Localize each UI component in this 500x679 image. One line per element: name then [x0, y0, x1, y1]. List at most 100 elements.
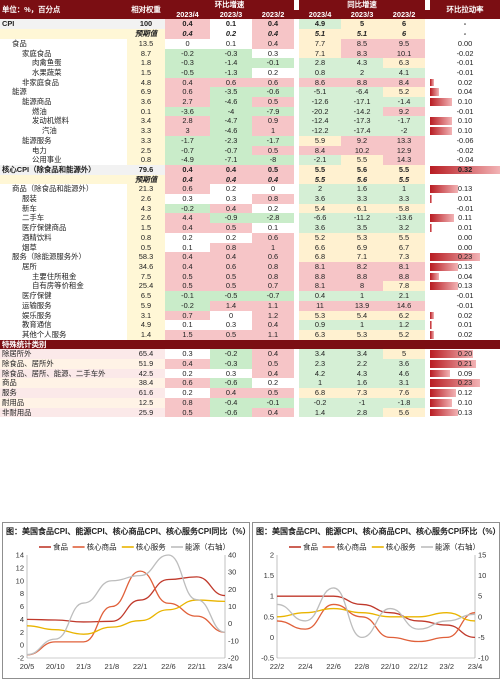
- yoy-cell: 8.4: [299, 145, 342, 156]
- contrib-cell: 0.11: [430, 213, 500, 223]
- special-row: 除食品、居所外 51.9 0.4 -0.3 0.5 2.3 2.2 3.6 0.21: [0, 359, 500, 369]
- yoy-cell: 10.2: [341, 145, 384, 156]
- yoy-cell: 5.1: [341, 29, 384, 39]
- contrib-cell: -0.01: [430, 291, 500, 301]
- table-row: 发动机燃料 3.4 2.8 -4.7 0.9 -12.4 -17.3 -1.7 0.10: [0, 116, 500, 127]
- contrib-cell: 0.04: [430, 87, 500, 97]
- contrib-cell: 0.23: [430, 252, 500, 262]
- contrib-value: 0.11: [458, 213, 472, 223]
- special-section-title: 特殊统计类别: [0, 339, 500, 350]
- contrib-cell: -: [430, 29, 500, 39]
- row-label: 商品（除食品和能源外）: [12, 184, 94, 194]
- yoy-cell: 5.6: [341, 174, 384, 185]
- yoy-cell: 6: [383, 29, 426, 39]
- contrib-value: 0.32: [457, 164, 473, 174]
- yoy-cell: 8.8: [341, 271, 384, 282]
- mom-cell: 1: [252, 242, 295, 253]
- mom-cell: 0.4: [165, 174, 210, 185]
- contrib-cell: 0.02: [430, 330, 500, 340]
- row-label: 水果蔬菜: [32, 67, 62, 77]
- yoy-cell: 3.3: [341, 194, 384, 204]
- table-row: 水果蔬菜 1.5 -0.5 -1.3 0.2 0.8 2 4.1 -0.01: [0, 67, 500, 78]
- mom-cell: -3.5: [210, 87, 252, 98]
- weight-cell: 4.3: [127, 203, 165, 214]
- header-row-1: 单位：%，百分点 相对权重 环比增速 同比增速 环比拉动率: [0, 0, 500, 20]
- yoy-cell: 4.2: [299, 368, 342, 379]
- mom-cell: -0.1: [165, 291, 210, 301]
- mom-cell: 0.2: [252, 203, 295, 214]
- yoy-cell: 6.6: [299, 242, 342, 253]
- weight-cell: 4.8: [127, 77, 165, 88]
- yoy-cell: 7.8: [383, 281, 426, 292]
- mom-cell: 0.4: [252, 407, 295, 418]
- mom-cell: -0.9: [210, 213, 252, 224]
- mom-cell: 0.6: [165, 184, 210, 195]
- mom-cell: 0.5: [210, 329, 252, 340]
- mom-cell: 0.4: [165, 29, 210, 39]
- mom-cell: 0.5: [252, 388, 295, 398]
- y-left-tick-label: 10: [16, 576, 24, 585]
- special-body: 特殊统计类别 除居所外 65.4 0.3 -0.2 0.4 3.4 3.4 5 0.20 除食品、…: [0, 339, 500, 418]
- contrib-bar: [430, 185, 459, 194]
- yoy-cell: -12.6: [299, 97, 342, 107]
- weight-cell: 34.6: [127, 261, 165, 272]
- special-row: 除食品、居所、能源、二手车外 42.5 0.2 0.3 0.4 4.2 4.3 4.6 0.09: [0, 368, 500, 379]
- table-row: 居所 34.6 0.4 0.6 0.8 8.1 8.2 8.1 0.13: [0, 261, 500, 272]
- contrib-value: 0.13: [457, 184, 473, 194]
- mom-cell: 0.4: [210, 203, 252, 214]
- mom-cell: 0.4: [252, 174, 295, 185]
- contrib-value: 0.09: [457, 368, 473, 378]
- header-row-2: 2023/4 2023/3 2023/2 2023/4 2023/3 2023/…: [0, 9, 500, 20]
- mom-cell: -0.7: [165, 145, 210, 156]
- mom-cell: 1.1: [252, 329, 295, 340]
- y-right-tick-label: 40: [228, 551, 236, 560]
- row-label: CPI: [0, 19, 127, 30]
- contrib-cell: 0.13: [430, 281, 500, 291]
- x-tick-label: 22/12: [409, 662, 428, 671]
- contrib-value: 0.13: [457, 281, 473, 291]
- yoy-cell: 5.5: [299, 174, 342, 185]
- table-row: 食品 13.5 0 0.1 0.4 7.7 8.5 9.5 0.00: [0, 38, 500, 49]
- yoy-cell: 5.5: [383, 174, 426, 185]
- row-label: 服装: [22, 194, 37, 204]
- contrib-bar: [430, 127, 452, 135]
- yoy-cell: 6.8: [299, 252, 342, 262]
- mom-cell: 0.4: [165, 252, 210, 262]
- yoy-cell: -1.7: [383, 116, 426, 127]
- series-line: [26, 554, 226, 656]
- weight-cell: 3.1: [127, 310, 165, 321]
- weight-cell: 21.3: [127, 184, 165, 195]
- contrib-value: 0.02: [457, 77, 473, 87]
- contrib-bar: [430, 398, 452, 407]
- contrib-value: 0.21: [457, 359, 473, 369]
- contrib-cell: 0.32: [430, 165, 500, 175]
- mom-cell: 0.6: [252, 252, 295, 262]
- mom-cell: 0.8: [165, 397, 210, 408]
- special-row: 服务 61.6 0.2 0.4 0.5 6.8 7.3 7.6 0.12: [0, 388, 500, 398]
- table-row: 燃油 0.1 -3.6 -4 -7.9 -20.2 -14.2 9.2 -0.01: [0, 106, 500, 117]
- yoy-cell: -1.8: [383, 397, 426, 408]
- mom-cell: -0.5: [165, 67, 210, 78]
- weight-cell: 6.5: [127, 291, 165, 301]
- yoy-cell: 5.4: [341, 310, 384, 321]
- row-label: 自有房等价租金: [32, 281, 84, 291]
- table-row: 二手车 2.6 4.4 -0.9 -2.8 -6.6 -11.2 -13.6 0.11: [0, 213, 500, 224]
- row-label: 食品: [12, 38, 27, 48]
- yoy-cell: 6.9: [341, 242, 384, 253]
- weight-cell: 1.5: [127, 67, 165, 78]
- mom-cell: 0.2: [165, 388, 210, 398]
- x-tick-label: 21/8: [105, 662, 120, 671]
- contrib-value: 0.01: [457, 223, 473, 233]
- yoy-cell: 2.8: [299, 58, 342, 68]
- yoy-cell: 4.6: [383, 368, 426, 379]
- x-tick-label: 20/10: [46, 662, 65, 671]
- contrib-value: 0.02: [457, 310, 473, 320]
- yoy-cell: 13.9: [341, 300, 384, 311]
- special-row: 非耐用品 25.9 0.5 -0.6 0.4 1.4 2.8 5.6 0.13: [0, 407, 500, 418]
- mom-cell: 0.5: [252, 164, 295, 175]
- weight-cell: 51.9: [127, 359, 165, 369]
- special-row: 除居所外 65.4 0.3 -0.2 0.4 3.4 3.4 5 0.20: [0, 349, 500, 360]
- mom-cell: -0.1: [252, 397, 295, 408]
- weight-cell: 79.6: [127, 164, 165, 175]
- yoy-cell: 2.2: [341, 359, 384, 369]
